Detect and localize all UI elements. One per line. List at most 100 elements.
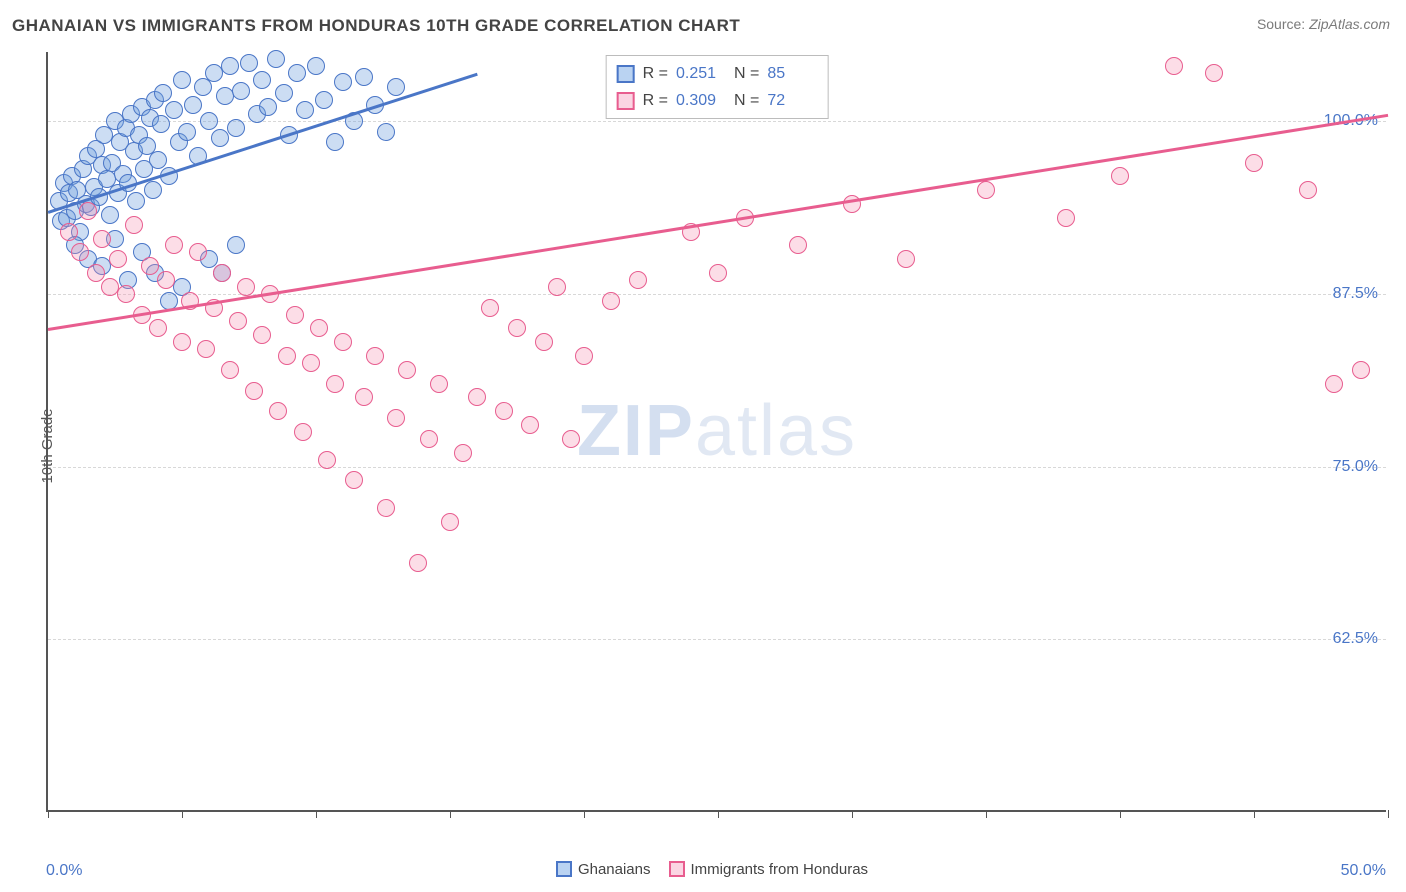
n-value: 85: [767, 60, 817, 87]
scatter-point-honduras: [1111, 167, 1129, 185]
scatter-point-honduras: [302, 354, 320, 372]
scatter-point-ghanaians: [144, 181, 162, 199]
scatter-point-honduras: [709, 264, 727, 282]
scatter-point-honduras: [441, 513, 459, 531]
scatter-point-ghanaians: [267, 50, 285, 68]
rn-row-honduras: R =0.309N =72: [617, 87, 818, 114]
scatter-point-ghanaians: [275, 84, 293, 102]
scatter-point-ghanaians: [355, 68, 373, 86]
scatter-point-ghanaians: [165, 101, 183, 119]
scatter-point-ghanaians: [296, 101, 314, 119]
scatter-point-honduras: [197, 340, 215, 358]
scatter-point-honduras: [548, 278, 566, 296]
gridline: [48, 121, 1386, 122]
scatter-point-honduras: [334, 333, 352, 351]
scatter-point-honduras: [409, 554, 427, 572]
scatter-point-ghanaians: [152, 115, 170, 133]
scatter-point-honduras: [495, 402, 513, 420]
n-label: N =: [734, 87, 759, 114]
scatter-point-honduras: [521, 416, 539, 434]
x-tick: [1120, 810, 1121, 818]
scatter-point-ghanaians: [227, 119, 245, 137]
scatter-point-honduras: [575, 347, 593, 365]
scatter-point-ghanaians: [387, 78, 405, 96]
scatter-point-honduras: [377, 499, 395, 517]
legend-swatch-icon: [617, 65, 635, 83]
n-value: 72: [767, 87, 817, 114]
scatter-point-honduras: [1352, 361, 1370, 379]
scatter-point-honduras: [977, 181, 995, 199]
scatter-point-honduras: [398, 361, 416, 379]
r-value: 0.251: [676, 60, 726, 87]
scatter-point-honduras: [117, 285, 135, 303]
series-legend: GhanaiansImmigrants from Honduras: [0, 861, 1406, 878]
scatter-point-honduras: [109, 250, 127, 268]
scatter-point-ghanaians: [288, 64, 306, 82]
scatter-point-ghanaians: [221, 57, 239, 75]
scatter-point-ghanaians: [232, 82, 250, 100]
scatter-point-ghanaians: [253, 71, 271, 89]
scatter-point-honduras: [245, 382, 263, 400]
scatter-point-ghanaians: [315, 91, 333, 109]
scatter-point-ghanaians: [227, 236, 245, 254]
scatter-point-honduras: [79, 202, 97, 220]
scatter-point-honduras: [508, 319, 526, 337]
scatter-point-ghanaians: [149, 151, 167, 169]
x-tick: [316, 810, 317, 818]
x-tick: [986, 810, 987, 818]
scatter-point-honduras: [165, 236, 183, 254]
scatter-point-honduras: [430, 375, 448, 393]
legend-swatch-icon: [617, 92, 635, 110]
watermark: ZIPatlas: [577, 390, 857, 472]
scatter-point-honduras: [789, 236, 807, 254]
scatter-point-honduras: [1299, 181, 1317, 199]
y-tick-label: 62.5%: [1333, 630, 1378, 648]
watermark-rest: atlas: [695, 391, 857, 471]
scatter-point-honduras: [562, 430, 580, 448]
scatter-point-honduras: [1057, 209, 1075, 227]
scatter-point-ghanaians: [127, 192, 145, 210]
gridline: [48, 639, 1386, 640]
scatter-point-honduras: [173, 333, 191, 351]
scatter-point-ghanaians: [326, 133, 344, 151]
scatter-point-honduras: [345, 471, 363, 489]
correlation-legend: R =0.251N =85R =0.309N =72: [606, 55, 829, 119]
r-label: R =: [643, 60, 668, 87]
chart-plot-area: ZIPatlas R =0.251N =85R =0.309N =72 62.5…: [46, 52, 1386, 812]
scatter-point-honduras: [149, 319, 167, 337]
scatter-point-ghanaians: [259, 98, 277, 116]
scatter-point-honduras: [326, 375, 344, 393]
x-tick: [1254, 810, 1255, 818]
scatter-point-ghanaians: [173, 71, 191, 89]
source-credit: Source: ZipAtlas.com: [1257, 16, 1390, 32]
scatter-point-honduras: [310, 319, 328, 337]
x-tick: [450, 810, 451, 818]
scatter-point-honduras: [629, 271, 647, 289]
scatter-point-honduras: [60, 223, 78, 241]
scatter-point-ghanaians: [184, 96, 202, 114]
watermark-zip: ZIP: [577, 391, 695, 471]
legend-label-ghanaians: Ghanaians: [578, 861, 651, 878]
scatter-point-honduras: [602, 292, 620, 310]
scatter-point-honduras: [897, 250, 915, 268]
y-tick-label: 87.5%: [1333, 285, 1378, 303]
scatter-point-honduras: [1325, 375, 1343, 393]
rn-row-ghanaians: R =0.251N =85: [617, 60, 818, 87]
source-name: ZipAtlas.com: [1309, 16, 1390, 32]
scatter-point-honduras: [355, 388, 373, 406]
scatter-point-honduras: [454, 444, 472, 462]
x-tick: [584, 810, 585, 818]
x-tick: [1388, 810, 1389, 818]
r-value: 0.309: [676, 87, 726, 114]
x-tick: [852, 810, 853, 818]
scatter-point-honduras: [468, 388, 486, 406]
y-tick-label: 75.0%: [1333, 458, 1378, 476]
legend-swatch-icon: [669, 861, 685, 877]
scatter-point-ghanaians: [240, 54, 258, 72]
scatter-point-honduras: [535, 333, 553, 351]
scatter-point-honduras: [141, 257, 159, 275]
scatter-point-ghanaians: [307, 57, 325, 75]
scatter-point-honduras: [237, 278, 255, 296]
x-tick: [48, 810, 49, 818]
scatter-point-honduras: [253, 326, 271, 344]
